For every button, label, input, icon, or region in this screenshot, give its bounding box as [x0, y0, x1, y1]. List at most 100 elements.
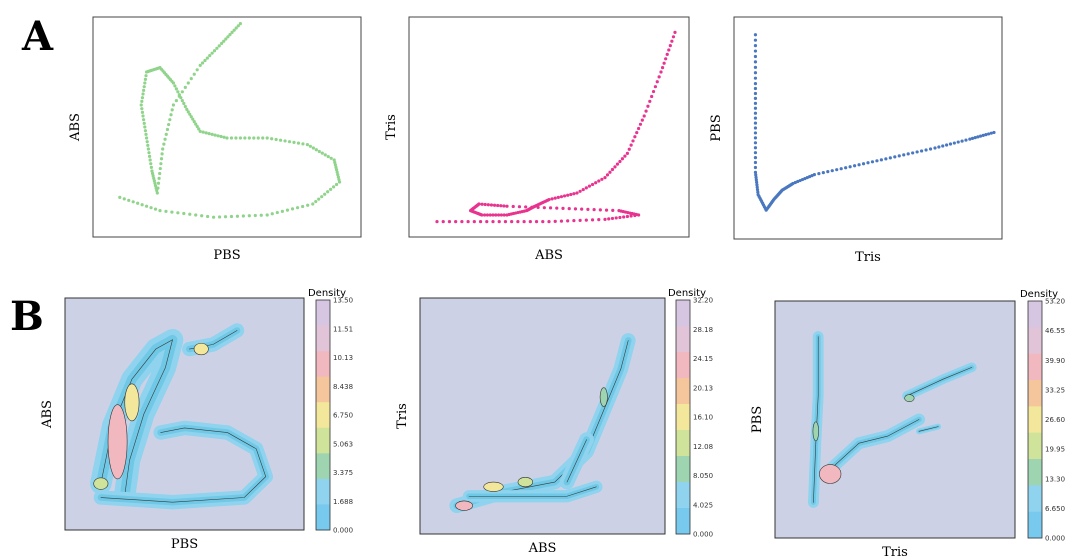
data-point: [603, 217, 607, 221]
data-point: [235, 214, 240, 218]
data-point: [176, 90, 180, 94]
data-point: [753, 65, 758, 69]
data-point: [644, 109, 648, 113]
legend-swatch: [676, 508, 690, 535]
data-point: [170, 210, 174, 214]
data-point: [243, 136, 247, 140]
data-point: [140, 99, 144, 103]
y-axis-label: PBS: [750, 406, 765, 433]
legend-tick-label: 11.51: [333, 325, 353, 333]
data-point: [753, 101, 758, 105]
data-point: [505, 204, 509, 208]
legend-swatch: [316, 376, 330, 403]
data-point: [171, 103, 175, 107]
data-point: [542, 206, 546, 210]
data-point: [581, 187, 585, 192]
legend-swatch: [676, 300, 690, 327]
data-point: [485, 220, 489, 224]
data-point: [314, 199, 318, 204]
data-point: [664, 57, 668, 61]
data-point: [247, 214, 251, 218]
data-point: [140, 110, 145, 114]
data-point: [182, 211, 186, 216]
data-point: [817, 172, 821, 176]
density-peak: [517, 477, 533, 488]
legend-swatch: [316, 300, 330, 327]
data-point: [230, 30, 234, 34]
data-point: [956, 140, 960, 144]
data-point: [517, 205, 522, 209]
data-point: [265, 213, 269, 217]
data-point: [753, 146, 758, 150]
data-point: [561, 206, 565, 210]
data-point: [567, 207, 571, 211]
data-point: [152, 179, 156, 183]
data-point: [502, 213, 506, 217]
data-point: [753, 44, 758, 48]
data-point: [192, 72, 196, 76]
data-point: [176, 211, 180, 215]
legend-tick-label: 20.13: [693, 384, 713, 392]
data-point: [472, 220, 476, 224]
legend-tick-label: 4.025: [693, 501, 713, 509]
density-peak: [904, 394, 915, 403]
data-point: [960, 139, 964, 143]
data-point: [597, 218, 601, 222]
data-point: [226, 35, 230, 39]
data-point: [228, 33, 232, 37]
data-point: [140, 96, 145, 100]
data-point: [141, 114, 145, 118]
data-point: [200, 61, 205, 65]
data-point: [933, 146, 937, 150]
legend-swatch: [1028, 459, 1042, 486]
data-point: [332, 158, 336, 162]
data-point: [308, 144, 312, 148]
data-point: [332, 185, 336, 189]
data-point: [334, 182, 339, 187]
data-point: [637, 126, 641, 131]
data-point: [213, 133, 217, 137]
data-point: [183, 104, 187, 109]
data-point: [150, 169, 154, 173]
data-point: [623, 154, 627, 158]
data-point: [640, 118, 644, 122]
data-point: [978, 134, 983, 138]
data-point: [575, 191, 579, 195]
data-point: [234, 26, 238, 30]
legend-tick-label: 13.30: [1045, 475, 1065, 483]
data-point: [158, 171, 162, 176]
legend-frame: [675, 299, 691, 535]
legend-tick-label: 0.000: [693, 531, 713, 539]
legend-swatch: [1028, 380, 1042, 407]
data-point: [205, 56, 209, 60]
data-point: [326, 190, 330, 194]
data-point: [622, 215, 626, 219]
legend-tick-label: 13.50: [333, 297, 353, 305]
data-point: [234, 136, 238, 140]
data-point: [337, 180, 342, 184]
data-point: [122, 197, 126, 201]
data-point: [212, 49, 217, 53]
data-point: [131, 200, 135, 204]
data-point: [177, 94, 181, 98]
data-point: [627, 147, 631, 151]
data-point: [216, 134, 220, 138]
data-point: [753, 91, 758, 96]
data-point: [902, 153, 906, 157]
legend-tick-label: 5.063: [333, 440, 353, 448]
data-point: [142, 85, 146, 89]
legend-swatch: [316, 453, 330, 480]
data-point: [241, 214, 245, 218]
x-axis-label: PBS: [171, 537, 198, 552]
data-point: [143, 129, 148, 133]
data-point: [497, 213, 501, 217]
data-point: [625, 151, 630, 155]
data-point: [861, 162, 866, 166]
y-axis-label: Tris: [395, 403, 410, 429]
legend-tick-label: 19.95: [1045, 446, 1065, 454]
data-point: [145, 136, 149, 140]
data-point: [143, 81, 147, 85]
data-point: [848, 165, 852, 169]
data-point: [146, 143, 150, 147]
data-point: [336, 175, 340, 179]
